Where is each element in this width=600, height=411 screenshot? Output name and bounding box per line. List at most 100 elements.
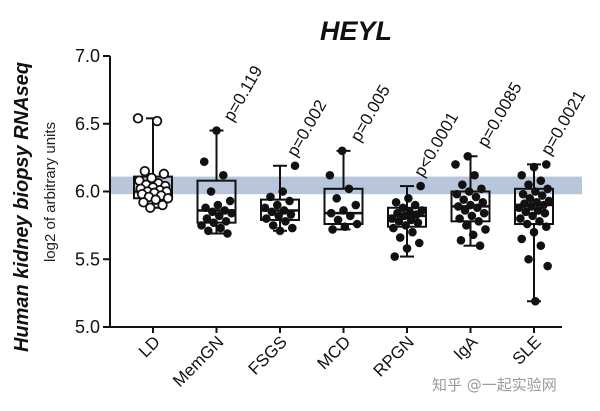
data-point bbox=[223, 229, 232, 238]
data-point bbox=[452, 189, 462, 199]
data-point bbox=[536, 176, 546, 185]
data-point bbox=[467, 211, 477, 221]
data-point bbox=[522, 219, 532, 229]
x-tick-label: SLE bbox=[509, 332, 545, 368]
y-tick-label: 6.0 bbox=[75, 182, 100, 202]
y-tick-label: 7.0 bbox=[75, 46, 100, 66]
data-point bbox=[204, 226, 213, 236]
data-point bbox=[464, 187, 474, 196]
data-point bbox=[220, 206, 229, 215]
data-point bbox=[474, 217, 483, 226]
data-point bbox=[395, 233, 405, 242]
data-point bbox=[328, 225, 337, 234]
data-point bbox=[526, 202, 536, 211]
data-point bbox=[416, 181, 425, 191]
data-point bbox=[402, 244, 412, 253]
data-point bbox=[213, 200, 223, 210]
data-point bbox=[412, 210, 421, 219]
data-point bbox=[455, 214, 464, 223]
data-point bbox=[533, 206, 543, 215]
data-point bbox=[541, 222, 551, 232]
data-point bbox=[528, 211, 537, 221]
p-value-label: p=0.002 bbox=[283, 97, 330, 160]
data-point bbox=[225, 196, 235, 206]
data-point bbox=[481, 225, 490, 234]
data-point bbox=[394, 217, 404, 226]
data-point bbox=[459, 195, 468, 204]
data-point bbox=[404, 193, 413, 203]
p-value-label: p=0.119 bbox=[220, 62, 267, 124]
data-point bbox=[138, 197, 149, 208]
data-point bbox=[521, 207, 531, 217]
data-point bbox=[524, 254, 533, 264]
data-point bbox=[145, 202, 156, 213]
data-point bbox=[262, 214, 271, 223]
chart-title: HEYL bbox=[320, 16, 392, 46]
data-point bbox=[471, 192, 481, 202]
data-point bbox=[352, 219, 362, 229]
data-point bbox=[344, 184, 354, 194]
data-point bbox=[201, 203, 210, 213]
y-axis-label: Human kidney biopsy RNAseq bbox=[11, 62, 33, 352]
data-point bbox=[387, 214, 397, 223]
data-point bbox=[278, 187, 288, 196]
data-point bbox=[456, 235, 466, 245]
data-point bbox=[479, 208, 489, 218]
data-point bbox=[541, 160, 551, 169]
data-point bbox=[266, 192, 275, 202]
data-point bbox=[267, 207, 277, 217]
data-point bbox=[325, 170, 335, 180]
data-point bbox=[477, 184, 486, 194]
data-point bbox=[150, 194, 161, 205]
data-point bbox=[286, 210, 296, 219]
data-point bbox=[478, 198, 488, 207]
data-point bbox=[157, 199, 168, 211]
data-point bbox=[514, 203, 524, 213]
data-point bbox=[260, 203, 270, 213]
data-point bbox=[214, 211, 224, 221]
data-point bbox=[281, 217, 290, 226]
data-point bbox=[516, 214, 525, 223]
data-point bbox=[468, 230, 478, 240]
data-point bbox=[326, 208, 336, 218]
p-value-label: p=0.0085 bbox=[474, 79, 526, 150]
data-point bbox=[139, 165, 151, 177]
data-point bbox=[408, 227, 417, 237]
data-point bbox=[389, 223, 398, 233]
data-point bbox=[209, 218, 219, 227]
data-point bbox=[414, 238, 424, 248]
y-axis-sublabel: log2 of arbitrary units bbox=[42, 122, 59, 262]
p-value-label: p=0.005 bbox=[347, 82, 394, 145]
data-point bbox=[535, 217, 544, 226]
data-point bbox=[458, 180, 467, 190]
y-tick-label: 5.5 bbox=[75, 249, 100, 269]
data-point bbox=[146, 172, 157, 184]
y-tick-label: 6.5 bbox=[75, 114, 100, 134]
data-point bbox=[216, 223, 225, 233]
data-point bbox=[531, 296, 540, 306]
data-point bbox=[268, 221, 278, 230]
data-point bbox=[470, 170, 479, 180]
x-tick-label: FSGS bbox=[245, 332, 291, 378]
data-point bbox=[390, 252, 400, 261]
data-point bbox=[410, 200, 420, 210]
data-point bbox=[206, 187, 216, 196]
x-tick-label: IgA bbox=[450, 332, 482, 364]
data-point bbox=[227, 208, 236, 218]
y-tick-label: 5.0 bbox=[75, 317, 100, 337]
x-tick-label: RPGN bbox=[370, 332, 418, 380]
data-point bbox=[536, 241, 546, 250]
data-point bbox=[393, 208, 402, 218]
data-point bbox=[451, 160, 460, 169]
data-point bbox=[199, 157, 209, 166]
data-point bbox=[453, 202, 463, 211]
data-point bbox=[332, 193, 341, 203]
data-point bbox=[537, 191, 547, 200]
x-tick-label: MemGN bbox=[169, 332, 227, 390]
data-point bbox=[219, 170, 228, 180]
data-point bbox=[339, 206, 348, 215]
plot-area: 5.0 5.5 6.0 6.5 7.0 LD MemGN p=0.119 FSGS p=0.002… bbox=[75, 46, 589, 391]
watermark: 知乎 @一起实验网 bbox=[432, 376, 557, 394]
data-point bbox=[543, 261, 552, 271]
data-point bbox=[212, 126, 221, 135]
